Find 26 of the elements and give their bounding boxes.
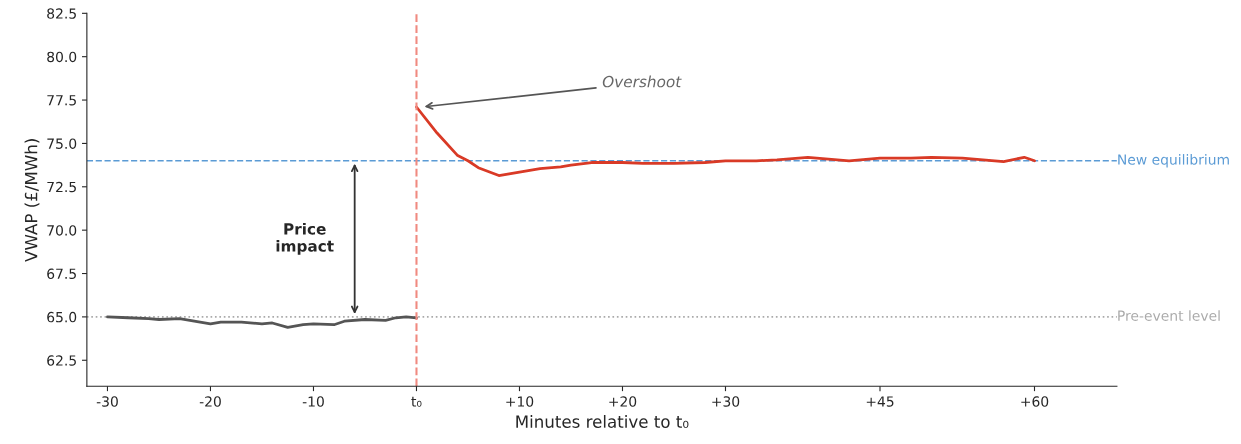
y-tick-label: 65.0 <box>47 311 77 323</box>
y-tick-label: 77.5 <box>47 95 76 106</box>
annotation: Price impact <box>276 222 334 255</box>
y-tick-label: 72.5 <box>47 181 76 193</box>
x-tick-label: +20 <box>609 396 637 407</box>
y-axis-title: VWAP (£/MWh) <box>24 139 40 262</box>
x-tick-label: -20 <box>199 396 221 407</box>
y-tick-label: 82.5 <box>47 8 76 19</box>
x-tick-label: +45 <box>866 396 894 407</box>
x-tick-label: -30 <box>96 396 118 407</box>
y-tick-label: 75.0 <box>47 138 77 149</box>
x-tick-label: -10 <box>302 396 324 407</box>
x-tick-label: +10 <box>506 396 534 407</box>
x-tick-label: +60 <box>1021 396 1049 407</box>
y-tick-label: 67.5 <box>47 268 76 279</box>
x-tick-label: t₀ <box>411 396 422 407</box>
y-tick-label: 80.0 <box>47 51 77 63</box>
x-tick-label: +30 <box>712 396 740 407</box>
line-series <box>415 105 1036 177</box>
ref-line-label: New equilibrium <box>1118 154 1229 168</box>
y-tick-label: 70.0 <box>47 225 77 236</box>
line-series <box>106 315 418 329</box>
y-tick-label: 62.5 <box>47 355 76 366</box>
x-axis-title: Minutes relative to t₀ <box>516 415 689 428</box>
ref-line-label: Pre-event level <box>1118 310 1220 321</box>
annotation: Overshoot <box>602 75 682 88</box>
